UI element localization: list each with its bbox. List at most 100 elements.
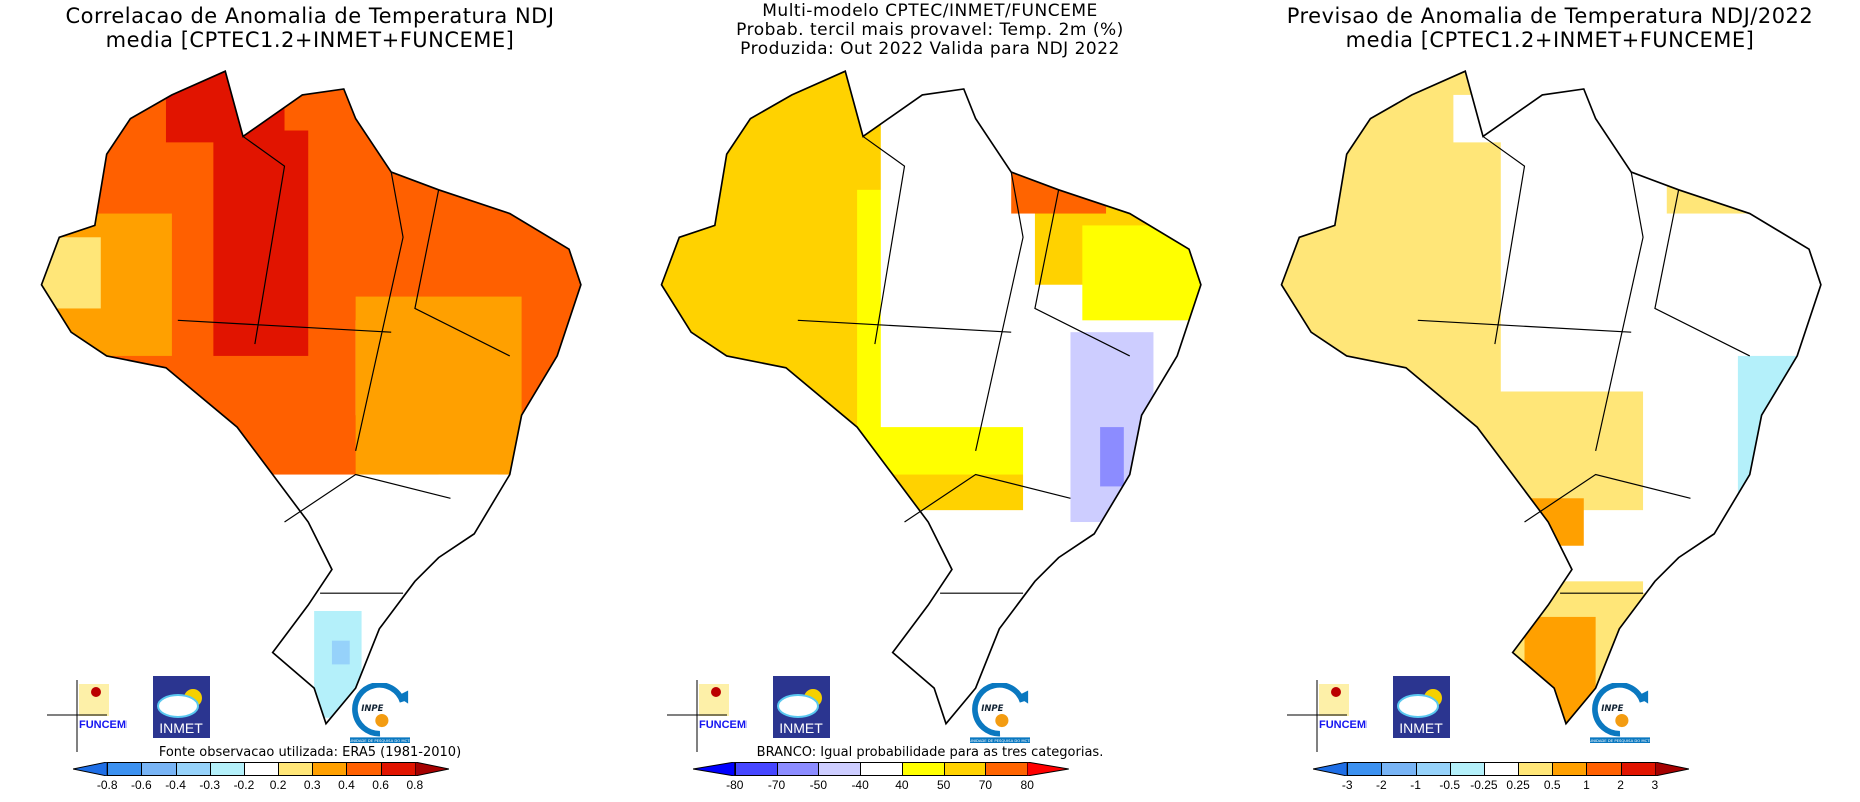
colorbar-segment	[278, 762, 314, 776]
colorbar-segment	[380, 762, 416, 776]
colorbar-high-arrow	[1654, 762, 1689, 776]
inmet-logo: INMET	[773, 676, 830, 738]
colorbar-tick-label: 3	[1651, 778, 1659, 792]
colorbar-segment	[312, 762, 348, 776]
map-panel-1: Correlacao de Anomalia de Temperatura ND…	[0, 0, 620, 802]
colorbar: -80 -70 -50 -40 40 50 70 80	[693, 762, 1069, 792]
colorbar-segment	[1415, 762, 1451, 776]
map-panel-3: Previsao de Anomalia de Temperatura NDJ/…	[1240, 0, 1860, 802]
colorbar-tick-label: -0.5	[1439, 778, 1461, 792]
colorbar-tick-label: 50	[936, 778, 951, 792]
funceme-logo: FUNCEME	[1287, 680, 1367, 752]
country-outline	[40, 70, 582, 726]
colorbar-tick-label: 0.8	[406, 778, 424, 792]
map-title: Correlacao de Anomalia de Temperatura ND…	[0, 4, 620, 52]
colorbar-tick-label: 0.3	[303, 778, 321, 792]
map-title: Previsao de Anomalia de Temperatura NDJ/…	[1240, 4, 1860, 52]
colorbar-tick-label: 0.5	[1543, 778, 1561, 792]
colorbar-tick-label: 70	[978, 778, 993, 792]
shaded-region	[1524, 498, 1584, 546]
colorbar-tick-label: -0.4	[165, 778, 186, 792]
shaded-region	[1453, 94, 1525, 143]
colorbar-segment	[1347, 762, 1383, 776]
colorbar-tick-label: 80	[1020, 778, 1034, 792]
state-borders	[1417, 135, 1751, 594]
shaded-region	[331, 640, 350, 665]
title-line: media [CPTEC1.2+INMET+FUNCEME]	[1345, 28, 1755, 52]
svg-text:FUNCEME: FUNCEME	[699, 719, 747, 731]
shaded-region	[1737, 355, 1810, 534]
colorbar-segment	[1552, 762, 1588, 776]
colorbar-segment	[141, 762, 177, 776]
colorbar-segment	[1381, 762, 1417, 776]
svg-text:FUNCEME: FUNCEME	[79, 719, 127, 731]
source-note: BRANCO: Igual probabilidade para as tres…	[756, 745, 1104, 760]
svg-text:INMET: INMET	[779, 720, 823, 736]
svg-text:UNIDADE DE PESQUISA DO MCTI: UNIDADE DE PESQUISA DO MCTI	[349, 739, 410, 743]
title-line: Produzida: Out 2022 Valida para NDJ 2022	[740, 39, 1120, 59]
svg-text:INMET: INMET	[1399, 720, 1443, 736]
colorbar-segment	[1449, 762, 1485, 776]
colorbar-segment	[943, 762, 987, 776]
colorbar-tick-label: 40	[895, 778, 909, 792]
source-note: Fonte observacao utilizada: ERA5 (1981-2…	[158, 745, 462, 760]
colorbar: -3 -2 -1 -0.5 -0.25 0.25 0.5 1 2 3	[1313, 762, 1689, 792]
colorbar-tick-label: -2	[1376, 778, 1387, 792]
inmet-logo: INMET	[153, 676, 210, 738]
map-title: Multi-modelo CPTEC/INMET/FUNCEME Probab. …	[620, 2, 1240, 59]
title-line: media [CPTEC1.2+INMET+FUNCEME]	[105, 28, 515, 52]
svg-text:INPE: INPE	[981, 703, 1003, 713]
colorbar-segment	[1620, 762, 1656, 776]
colorbar-tick-label: -0.25	[1470, 778, 1498, 792]
state-borders	[177, 135, 511, 594]
colorbar-tick-label: -50	[809, 778, 827, 792]
colorbar: -0.8 -0.6 -0.4 -0.3 -0.2 0.2 0.3 0.4 0.6 0.8	[73, 762, 449, 792]
colorbar-tick-label: -0.8	[96, 778, 118, 792]
colorbar-low-arrow	[1313, 762, 1348, 776]
colorbar-segment	[209, 762, 245, 776]
inpe-logo: INPE UNIDADE DE PESQUISA DO MCTI	[349, 683, 411, 743]
colorbar-segment	[776, 762, 820, 776]
colorbar-tick-label: 0.4	[338, 778, 355, 792]
funceme-logo: FUNCEME	[47, 680, 127, 752]
colorbar-tick-label: -0.6	[131, 778, 152, 792]
funceme-logo: FUNCEME	[667, 680, 747, 752]
colorbar-tick-label: -70	[767, 778, 786, 792]
colorbar-tick-label: 1	[1583, 778, 1590, 792]
title-line: Previsao de Anomalia de Temperatura NDJ/…	[1286, 4, 1814, 28]
colorbar-tick-label: -40	[851, 778, 869, 792]
title-line: Multi-modelo CPTEC/INMET/FUNCEME	[762, 1, 1098, 21]
colorbar-segment	[243, 762, 280, 776]
colorbar-tick-label: 2	[1617, 778, 1624, 792]
colorbar-segment	[860, 762, 903, 776]
shaded-region	[1100, 427, 1124, 487]
colorbar-segment	[1586, 762, 1622, 776]
colorbar-tick-label: -1	[1410, 778, 1421, 792]
colorbar-high-arrow	[414, 762, 449, 776]
svg-text:FUNCEME: FUNCEME	[1319, 719, 1367, 731]
title-line: Correlacao de Anomalia de Temperatura ND…	[65, 4, 555, 28]
colorbar-tick-label: 0.6	[372, 778, 389, 792]
state-borders	[797, 135, 1131, 594]
shaded-region	[213, 130, 309, 356]
colorbar-tick-label: -3	[1341, 778, 1353, 792]
colorbar-segment	[1483, 762, 1520, 776]
colorbar-tick-label: 0.25	[1506, 778, 1530, 792]
colorbar-segment	[107, 762, 143, 776]
shaded-region	[1082, 225, 1201, 321]
colorbar-low-arrow	[73, 762, 108, 776]
colorbar-tick-label: -0.3	[199, 778, 221, 792]
inpe-logo: INPE UNIDADE DE PESQUISA DO MCTI	[969, 683, 1031, 743]
colorbar-tick-label: -0.2	[233, 778, 255, 792]
svg-text:INMET: INMET	[159, 720, 203, 736]
shaded-region	[880, 71, 1035, 428]
colorbar-segment	[1518, 762, 1554, 776]
colorbar-segment	[175, 762, 211, 776]
colorbar-tick-label: 0.2	[269, 778, 287, 792]
title-line: Probab. tercil mais provavel: Temp. 2m (…	[736, 20, 1124, 40]
colorbar-high-arrow	[1027, 762, 1069, 776]
brazil-map	[660, 70, 1202, 726]
country-outline	[660, 70, 1202, 726]
colorbar-segment	[346, 762, 382, 776]
inpe-logo: INPE UNIDADE DE PESQUISA DO MCTI	[1589, 683, 1651, 743]
